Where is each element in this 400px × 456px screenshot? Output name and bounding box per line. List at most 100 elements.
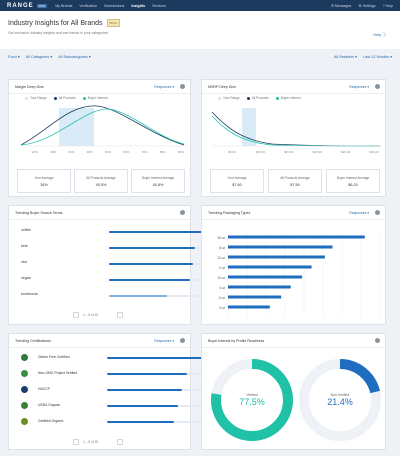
card-title: MSRP Deep Dive — [208, 85, 237, 89]
responses-dropdown[interactable]: Responses ▾ — [349, 211, 369, 215]
nav-insights[interactable]: Insights — [131, 3, 146, 8]
filter-bar: Food ▾ All Categories ▾ All Subcategorie… — [0, 49, 400, 63]
packaging-bar — [228, 305, 270, 309]
donut-value: 77.5% — [239, 397, 265, 407]
next-page-button[interactable] — [117, 312, 123, 318]
nav-verification[interactable]: Verification — [79, 3, 97, 8]
all-products-curve — [211, 111, 381, 147]
chart-legend: Your Range All Products Buyer Interest — [218, 96, 301, 100]
help-button[interactable]: Help ⓘ — [373, 33, 386, 37]
x-tick-label: 60% — [123, 150, 129, 154]
category-label: 10 oz — [217, 276, 225, 280]
category-label: 12 oz — [217, 256, 225, 260]
filter-category-dropdown[interactable]: All Categories ▾ — [25, 54, 53, 59]
gear-icon[interactable] — [375, 210, 380, 215]
profile-readiness-card: Buyer Interest by Profile Readiness Veri… — [201, 333, 386, 450]
filter-food-dropdown[interactable]: Food ▾ — [8, 54, 20, 59]
certification-row: HACCP — [21, 385, 209, 397]
x-tick-label: $20.00 — [313, 150, 323, 154]
search-term-bar — [109, 279, 190, 281]
msrp-curve-chart: $5.00 $10.00 $15.00 $20.00 $25.00 $30.00 — [211, 108, 382, 154]
chevron-down-icon: ▾ — [355, 54, 358, 59]
x-tick-label: 20% — [32, 150, 38, 154]
margin-curve-chart: 20% 30% 35% 40% 50% 60% 70% 80% 90% — [20, 105, 187, 154]
certification-label: Gluten Free Certified — [38, 355, 70, 359]
x-tick-label: 35% — [68, 150, 74, 154]
card-title: Trending Buyer Search Terms — [15, 211, 63, 215]
certification-logo-icon — [21, 402, 28, 409]
donut-slice — [211, 359, 293, 441]
certification-row: Non-GMO Project Verified — [21, 369, 209, 381]
nav-services[interactable]: Services — [152, 3, 166, 8]
your-range-band — [242, 108, 256, 146]
divider — [9, 93, 190, 94]
pagination-label: 1 – 5 of 15 — [83, 440, 99, 444]
x-tick-label: $10.00 — [256, 150, 266, 154]
legend-all-products: All Products — [246, 96, 269, 100]
search-term-bar — [109, 263, 194, 265]
search-term-row: vegan — [21, 276, 205, 286]
nav-my-brands[interactable]: My Brands — [55, 3, 73, 8]
responses-dropdown[interactable]: Responses ▾ — [349, 85, 369, 89]
nav-submissions[interactable]: Submissions — [103, 3, 125, 8]
divider — [9, 347, 190, 348]
next-page-button[interactable] — [117, 439, 123, 445]
certification-logo-icon — [21, 386, 28, 393]
filter-subcategory-dropdown[interactable]: All Subcategories ▾ — [58, 54, 91, 59]
search-term-label: vegan — [21, 276, 31, 280]
divider — [202, 219, 385, 220]
trending-certifications-card: Trending Certifications Responses ▾ Glut… — [8, 333, 209, 450]
search-term-label: kombucha — [21, 292, 38, 296]
x-tick-label: $15.00 — [284, 150, 294, 154]
filter-timeframe-dropdown[interactable]: Last 12 Months ▾ — [363, 54, 392, 59]
certification-label: HACCP — [38, 387, 50, 391]
stat-your-average: Your Average 34% — [17, 169, 71, 193]
legend-your-range: Your Range — [218, 96, 240, 100]
certification-label: Certified Organic — [38, 419, 64, 423]
gear-icon[interactable] — [180, 84, 185, 89]
gear-icon[interactable] — [375, 84, 380, 89]
gear-icon[interactable] — [180, 338, 185, 343]
chevron-down-icon: ▾ — [88, 54, 91, 59]
settings-link[interactable]: ⚙ Settings — [358, 3, 376, 8]
legend-buyer-interest: Buyer Interest — [82, 96, 108, 100]
page-header: Industry Insights for All Brands BETA Ge… — [0, 11, 400, 49]
x-tick-label: $25.00 — [341, 150, 351, 154]
packaging-bar — [228, 235, 365, 239]
certification-bar — [107, 389, 183, 391]
certification-bar — [107, 405, 179, 407]
search-term-label: coffee — [21, 228, 31, 232]
messages-link[interactable]: ✉ Messages — [330, 3, 352, 8]
chevron-down-icon: ▾ — [17, 54, 20, 59]
trending-search-terms-card: Trending Buyer Search Terms coffee keto cb… — [8, 205, 205, 325]
card-title: Buyer Interest by Profile Readiness — [208, 339, 265, 343]
page-title-row: Industry Insights for All Brands BETA — [8, 19, 392, 27]
certification-bar — [107, 373, 187, 375]
range-logo[interactable]: RANGE — [7, 2, 34, 9]
card-title: Trending Certifications — [15, 339, 51, 343]
responses-dropdown[interactable]: Responses ▾ — [154, 85, 174, 89]
responses-dropdown[interactable]: Responses ▾ — [154, 339, 174, 343]
category-label: 2 oz — [219, 266, 225, 270]
stat-your-average: Your Average $7.60 — [210, 169, 264, 193]
help-link[interactable]: ? Help — [382, 3, 393, 8]
category-label: 8 oz — [219, 246, 225, 250]
certification-logo-icon — [21, 370, 28, 377]
gear-icon[interactable] — [375, 338, 380, 343]
donut-value: 21.4% — [327, 397, 353, 407]
certification-label: Non-GMO Project Verified — [38, 371, 78, 375]
category-label: 6 oz — [219, 296, 225, 300]
x-tick-label: $30.00 — [369, 150, 379, 154]
gear-icon[interactable] — [180, 210, 185, 215]
card-title: Trending Packaging Types — [208, 211, 251, 215]
packaging-bar-chart: 16 oz 8 oz 12 oz 2 oz 10 oz 4 oz 6 oz 3 oz — [217, 233, 381, 317]
packaging-bar — [228, 295, 282, 299]
legend-buyer-interest: Buyer Interest — [275, 96, 301, 100]
search-term-row: keto — [21, 244, 205, 254]
filter-retailers-dropdown[interactable]: All Retailers ▾ — [333, 54, 358, 59]
prev-page-button[interactable] — [73, 312, 79, 318]
x-tick-label: 40% — [87, 150, 93, 154]
prev-page-button[interactable] — [73, 439, 79, 445]
pro-badge: PRO — [36, 3, 48, 8]
certification-row: Certified Organic — [21, 417, 209, 429]
